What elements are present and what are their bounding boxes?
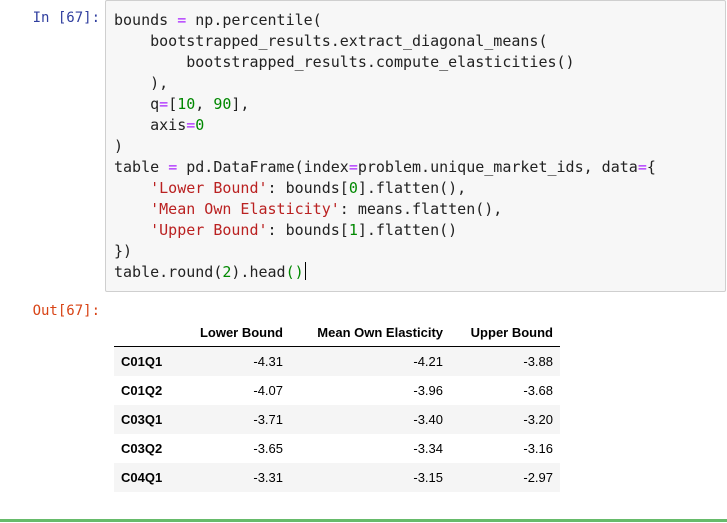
code-token: axis <box>114 116 187 134</box>
code-token: bounds <box>114 11 178 29</box>
code-line[interactable]: ) <box>114 136 656 157</box>
code-token: 90 <box>213 95 232 113</box>
table-header-row: Lower Bound Mean Own Elasticity Upper Bo… <box>114 319 560 347</box>
code-line[interactable]: bounds = np.percentile( <box>114 10 656 31</box>
cell-mean-own-elasticity: -3.34 <box>413 440 443 456</box>
code-token: ].flatten() <box>357 221 458 239</box>
code-token: ], <box>231 95 250 113</box>
code-token: 1 <box>348 221 358 239</box>
code-token: 'Lower Bound' <box>150 179 268 197</box>
cell-lower-bound: -4.31 <box>253 353 283 369</box>
table-row: C03Q1 -3.71 -3.40 -3.20 <box>114 404 560 434</box>
code-line[interactable]: axis=0 <box>114 115 656 136</box>
code-token: = <box>637 158 647 176</box>
in-prompt: In [67]: <box>32 10 100 26</box>
code-token: q <box>114 95 160 113</box>
cell-mean-own-elasticity: -4.21 <box>413 353 443 369</box>
code-token: 0 <box>348 179 358 197</box>
code-token: }) <box>114 242 133 260</box>
code-token: , <box>195 95 214 113</box>
code-line[interactable]: table.round(2).head() <box>114 262 656 283</box>
code-token: 'Upper Bound' <box>150 221 268 239</box>
row-index: C03Q1 <box>121 411 163 427</box>
cell-upper-bound: -3.68 <box>523 382 553 398</box>
code-token: = <box>177 11 187 29</box>
code-token: = <box>168 158 178 176</box>
out-prompt: Out[67]: <box>32 303 100 319</box>
dataframe-output-table: Lower Bound Mean Own Elasticity Upper Bo… <box>114 319 560 492</box>
code-token: ), <box>114 74 169 92</box>
code-token: bootstrapped_results.compute_elasticitie… <box>114 53 575 71</box>
cell-upper-bound: -3.16 <box>523 440 553 456</box>
column-header-lower-bound: Lower Bound <box>180 319 290 347</box>
cell-mean-own-elasticity: -3.15 <box>413 469 443 485</box>
code-token: np.percentile( <box>186 11 322 29</box>
cell-upper-bound: -2.97 <box>523 469 553 485</box>
column-header-upper-bound: Upper Bound <box>450 319 560 347</box>
code-token <box>114 200 150 218</box>
code-token: : bounds[ <box>267 221 349 239</box>
cell-lower-bound: -3.65 <box>253 440 283 456</box>
row-index: C03Q2 <box>121 440 163 456</box>
code-line[interactable]: bootstrapped_results.extract_diagonal_me… <box>114 31 656 52</box>
code-token: 'Mean Own Elasticity' <box>150 200 340 218</box>
code-line[interactable]: 'Mean Own Elasticity': means.flatten(), <box>114 199 656 220</box>
cell-mean-own-elasticity: -3.96 <box>413 382 443 398</box>
code-token: = <box>348 158 358 176</box>
index-header <box>114 319 180 347</box>
code-token: problem.unique_market_ids, data <box>357 158 638 176</box>
table-row: C01Q1 -4.31 -4.21 -3.88 <box>114 346 560 376</box>
code-token: : bounds[ <box>267 179 349 197</box>
row-index: C01Q2 <box>121 382 163 398</box>
code-line[interactable]: bootstrapped_results.compute_elasticitie… <box>114 52 656 73</box>
code-token <box>114 221 150 239</box>
table-row: C04Q1 -3.31 -3.15 -2.97 <box>114 462 560 492</box>
code-token: = <box>186 116 196 134</box>
code-input-area[interactable]: bounds = np.percentile( bootstrapped_res… <box>105 0 726 292</box>
code-token: 2 <box>222 263 232 281</box>
row-index: C04Q1 <box>121 469 163 485</box>
cell-upper-bound: -3.20 <box>523 411 553 427</box>
code-line[interactable]: q=[10, 90], <box>114 94 656 115</box>
code-token: { <box>646 158 656 176</box>
column-header-mean-own-elasticity: Mean Own Elasticity <box>290 319 450 347</box>
code-line[interactable]: 'Lower Bound': bounds[0].flatten(), <box>114 178 656 199</box>
code-token: ).head <box>231 263 286 281</box>
code-line[interactable]: 'Upper Bound': bounds[1].flatten() <box>114 220 656 241</box>
code-token: () <box>285 263 304 281</box>
cell-upper-bound: -3.88 <box>523 353 553 369</box>
code-token: 10 <box>177 95 196 113</box>
cell-lower-bound: -4.07 <box>253 382 283 398</box>
table-row: C01Q2 -4.07 -3.96 -3.68 <box>114 376 560 405</box>
table-row: C03Q2 -3.65 -3.34 -3.16 <box>114 434 560 463</box>
code-editor[interactable]: bounds = np.percentile( bootstrapped_res… <box>114 10 656 283</box>
cell-lower-bound: -3.71 <box>253 411 283 427</box>
code-token: : means.flatten(), <box>339 200 503 218</box>
code-line[interactable]: table = pd.DataFrame(index=problem.uniqu… <box>114 157 656 178</box>
code-line[interactable]: ), <box>114 73 656 94</box>
code-token: table.round( <box>114 263 223 281</box>
code-token: pd.DataFrame(index <box>177 158 349 176</box>
code-line[interactable]: }) <box>114 241 656 262</box>
code-token: ) <box>114 137 124 155</box>
cell-lower-bound: -3.31 <box>253 469 283 485</box>
code-token: table <box>114 158 169 176</box>
text-cursor <box>304 262 306 280</box>
code-token: = <box>159 95 169 113</box>
row-index: C01Q1 <box>121 353 163 369</box>
cell-separator <box>0 519 727 522</box>
code-token: bootstrapped_results.extract_diagonal_me… <box>114 32 548 50</box>
cell-mean-own-elasticity: -3.40 <box>413 411 443 427</box>
code-token: 0 <box>195 116 205 134</box>
code-token <box>114 179 150 197</box>
code-token: [ <box>168 95 178 113</box>
code-token: ].flatten(), <box>357 179 467 197</box>
